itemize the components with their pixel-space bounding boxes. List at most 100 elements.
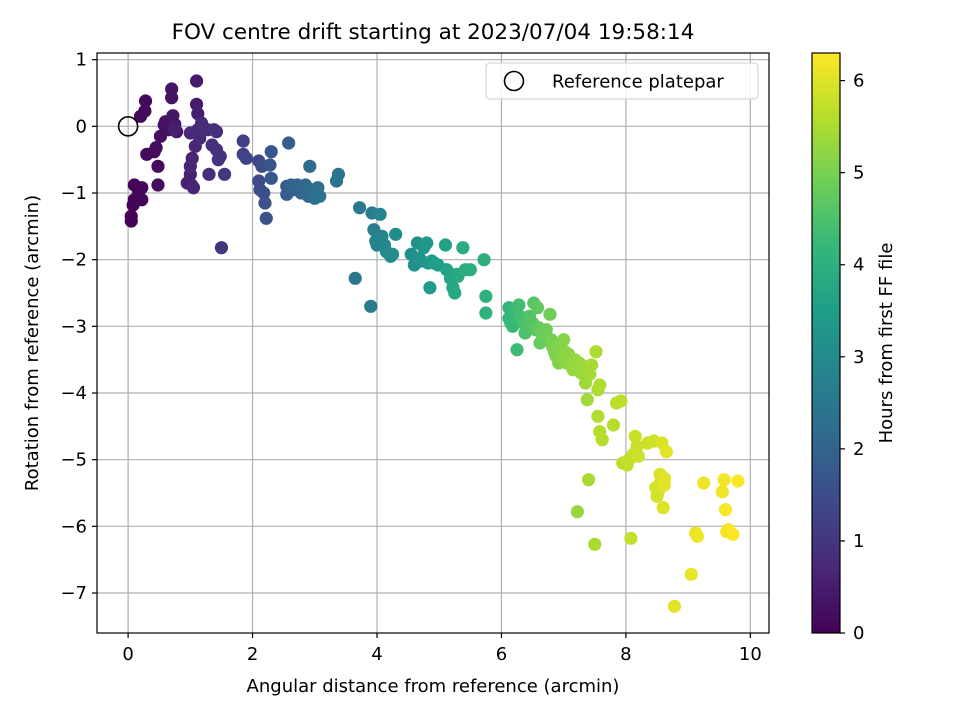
data-point (168, 123, 182, 137)
data-point (263, 158, 277, 172)
data-point (717, 473, 731, 487)
data-point (510, 343, 524, 357)
data-point (690, 529, 705, 543)
y-tick-label: −6 (60, 516, 87, 537)
data-point (420, 236, 434, 250)
y-axis-ticks: 1 0 −1 −2 −3 −4 −5 −6 −7 (60, 50, 97, 604)
data-point (585, 358, 599, 372)
data-point (385, 247, 400, 261)
colorbar-label: Hours from first FF file (876, 243, 897, 444)
data-point (149, 141, 163, 155)
data-point (614, 394, 628, 408)
data-point (463, 263, 477, 277)
legend-label: Reference platepar (552, 72, 724, 93)
data-point (423, 281, 437, 295)
data-point (715, 485, 729, 499)
data-point (151, 178, 165, 192)
data-point (593, 378, 607, 392)
data-point (667, 599, 682, 613)
data-point (282, 136, 296, 150)
data-point (659, 445, 673, 459)
data-point (259, 211, 273, 225)
data-point (726, 527, 740, 541)
data-point (731, 474, 745, 488)
data-point (185, 151, 199, 165)
data-point (214, 241, 229, 255)
chart-title: FOV centre drift starting at 2023/07/04 … (172, 20, 695, 45)
colorbar-tick-label: 3 (853, 347, 864, 368)
data-point (389, 227, 403, 241)
data-point (631, 449, 645, 463)
data-point (236, 134, 250, 148)
data-point (331, 167, 346, 181)
legend-box (485, 62, 759, 100)
x-axis-ticks: 0 2 4 6 8 10 (122, 633, 762, 665)
data-point (438, 238, 453, 252)
y-tick-label: 1 (76, 50, 87, 71)
reference-platepar-marker (117, 116, 139, 137)
data-point (530, 301, 545, 315)
x-tick-label: 4 (371, 644, 382, 665)
data-point (477, 253, 491, 267)
data-point (718, 503, 733, 517)
data-point (628, 429, 642, 443)
data-point (506, 319, 520, 333)
data-point (539, 323, 553, 337)
colorbar-tick-label: 5 (853, 163, 864, 184)
data-point (606, 418, 621, 432)
colorbar-tick-label: 6 (853, 71, 864, 92)
data-point (373, 207, 387, 221)
data-point (456, 241, 470, 255)
data-point (591, 409, 605, 423)
y-tick-label: −1 (60, 183, 87, 204)
data-point (684, 567, 698, 581)
data-point (656, 501, 670, 515)
data-point (202, 167, 216, 181)
data-point (303, 159, 317, 173)
data-point (581, 473, 596, 487)
data-point (657, 478, 672, 492)
legend: Reference platepar (485, 62, 759, 100)
data-point (209, 125, 224, 139)
plot-frame (96, 52, 770, 634)
data-point (512, 298, 526, 312)
data-point (348, 271, 362, 285)
data-point (624, 531, 638, 545)
data-point (630, 439, 644, 453)
data-point (193, 131, 207, 145)
data-point (570, 505, 584, 519)
data-point (543, 307, 557, 321)
data-point (479, 306, 493, 320)
colorbar-tick-label: 1 (853, 531, 864, 552)
x-axis-label: Angular distance from reference (arcmin) (247, 676, 620, 697)
data-point (213, 149, 227, 163)
data-point (264, 171, 278, 185)
data-point (138, 104, 152, 118)
data-point (588, 537, 602, 551)
data-point (258, 196, 272, 210)
data-point (124, 209, 138, 223)
x-tick-label: 10 (739, 644, 762, 665)
x-tick-label: 8 (620, 644, 631, 665)
data-point (135, 193, 149, 207)
data-point (186, 181, 201, 195)
data-point (257, 186, 271, 200)
colorbar (811, 52, 841, 634)
y-tick-label: −4 (60, 383, 87, 404)
data-point (352, 201, 367, 215)
y-tick-label: −5 (60, 450, 87, 471)
data-point (151, 159, 165, 173)
data-point (313, 189, 327, 203)
data-points (124, 74, 745, 613)
data-point (557, 333, 571, 347)
data-point (217, 167, 232, 181)
y-tick-label: 0 (76, 116, 87, 137)
data-point (264, 145, 278, 159)
y-tick-label: −3 (60, 316, 87, 337)
data-point (189, 74, 204, 88)
y-axis-label: Rotation from reference (arcmin) (22, 195, 43, 491)
x-tick-label: 6 (496, 644, 507, 665)
data-point (165, 82, 179, 96)
